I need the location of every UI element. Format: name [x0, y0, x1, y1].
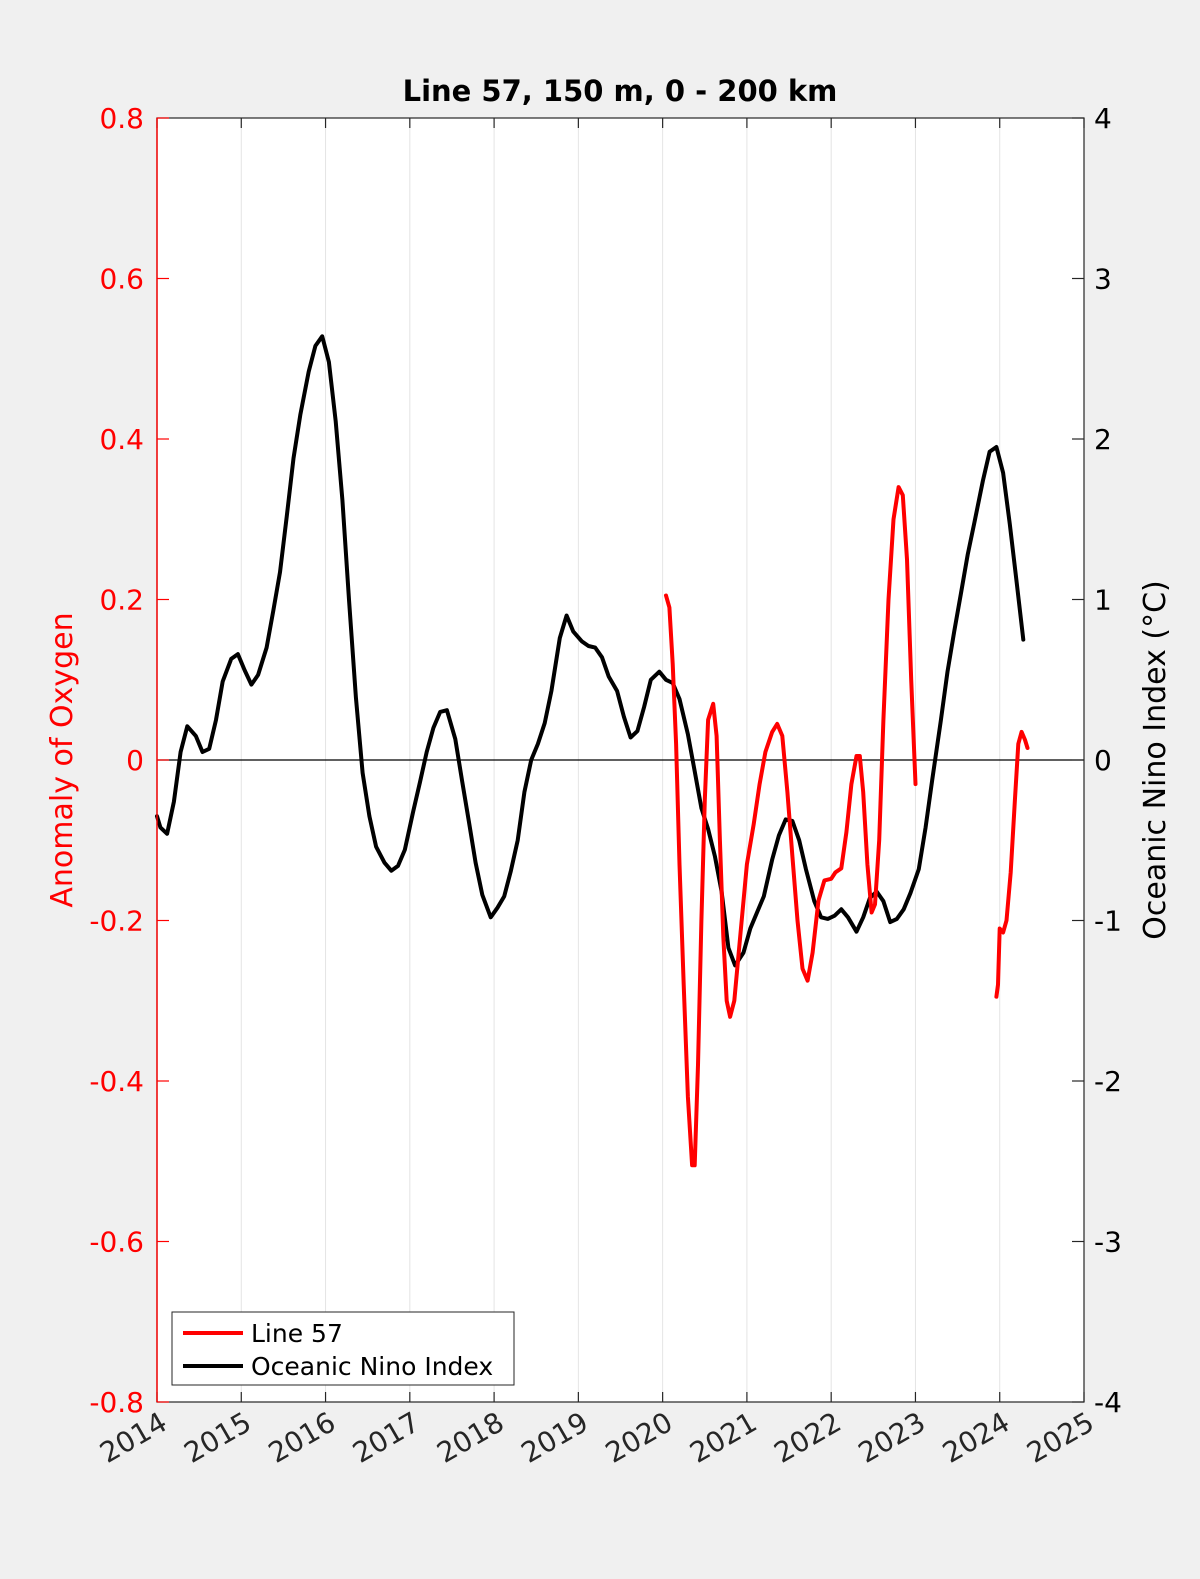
y-left-tick-label: -0.4 [89, 1065, 144, 1098]
y-axis-left-label: Anomaly of Oxygen [45, 612, 80, 907]
oni-series-line [155, 334, 1026, 968]
line-57-series-line [994, 729, 1030, 999]
y-left-tick-label: 0.4 [99, 423, 144, 456]
y-right-tick-label: 0 [1094, 744, 1112, 777]
chart-title: Line 57, 150 m, 0 - 200 km [403, 74, 838, 108]
legend-label-oni: Oceanic Nino Index [251, 1352, 493, 1381]
y-right-tick-label: -3 [1094, 1226, 1122, 1259]
y-right-tick-label: 4 [1094, 102, 1112, 135]
legend: Line 57 Oceanic Nino Index [171, 1311, 515, 1386]
y-left-tick-label: 0.8 [99, 102, 144, 135]
y-left-tick-label: -0.8 [89, 1386, 144, 1419]
y-right-tick-label: 2 [1094, 423, 1112, 456]
series-layer [155, 334, 1030, 1168]
y-left-tick-label: -0.2 [89, 905, 144, 938]
legend-label-line-57: Line 57 [251, 1319, 343, 1348]
y-left-tick-label: 0.2 [99, 584, 144, 617]
y-left-tick-label: 0.6 [99, 263, 144, 296]
y-right-tick-label: 3 [1094, 263, 1112, 296]
y-axis-right-label: Oceanic Nino Index (°C) [1138, 580, 1173, 940]
y-right-tick-label: -4 [1094, 1386, 1122, 1419]
line-57-series-line [664, 485, 918, 1168]
y-left-tick-label: 0 [126, 744, 144, 777]
y-right-tick-label: 1 [1094, 584, 1112, 617]
legend-box [171, 1311, 515, 1386]
y-left-tick-label: -0.6 [89, 1226, 144, 1259]
y-right-tick-label: -2 [1094, 1065, 1122, 1098]
y-right-tick-label: -1 [1094, 905, 1122, 938]
